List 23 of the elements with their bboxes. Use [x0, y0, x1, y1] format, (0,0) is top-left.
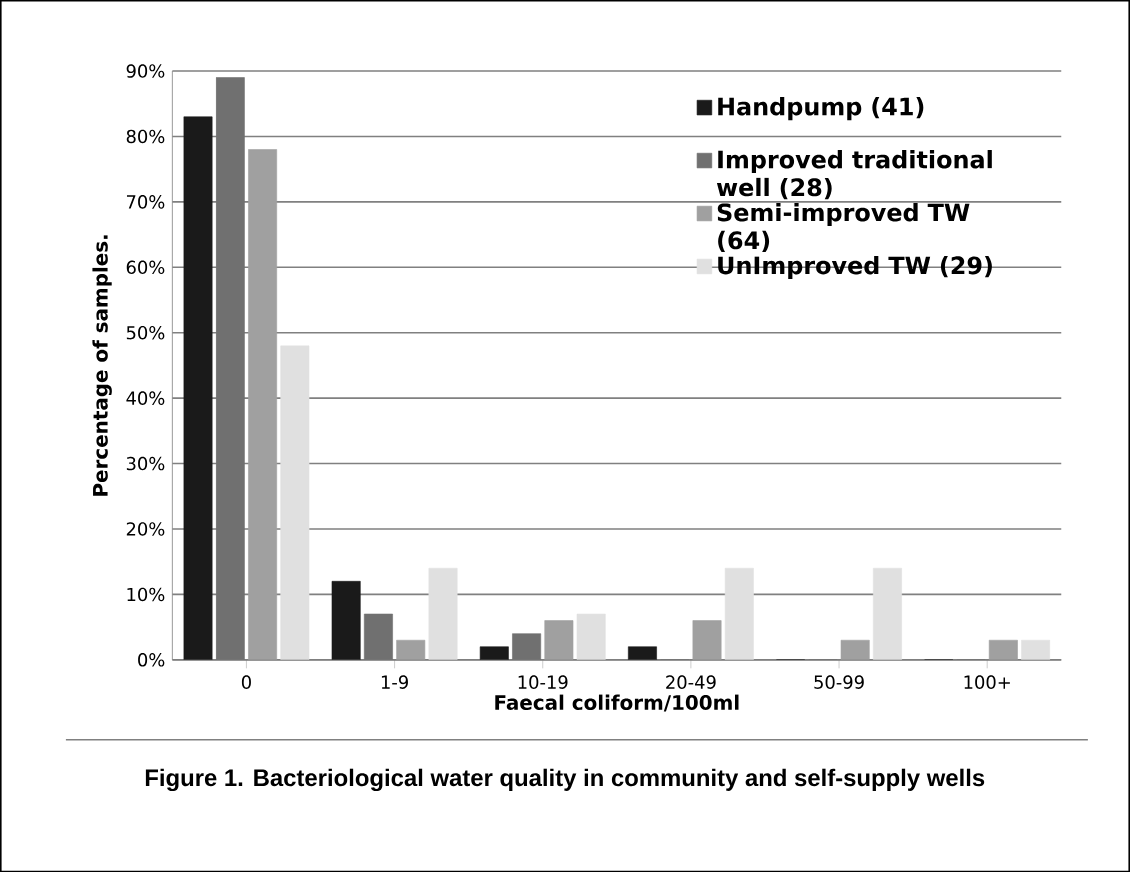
y-tick-label: 10% [127, 587, 165, 601]
y-tick-label: 20% [126, 522, 165, 536]
x-tick-label: 1-9 [381, 675, 408, 689]
x-tick-label: 20-49 [666, 675, 716, 689]
y-axis-title: Percentage of samples. [92, 235, 112, 496]
y-tick-label: 30% [126, 456, 165, 471]
y-tick-label: 90% [126, 64, 165, 78]
x-axis-title: Faecal coliform/100ml [495, 694, 739, 712]
legend-label: Semi-improved TW (64) [717, 202, 970, 252]
y-tick-label: 80% [126, 129, 165, 144]
caption: Figure 1. Bacteriological water quality in community and self-supply wells [145, 768, 985, 791]
y-tick-label: 40% [126, 391, 165, 405]
x-tick-label: 100+ [964, 675, 1010, 689]
y-tick-label: 50% [126, 325, 165, 340]
legend-label: Handpump (41) [718, 96, 924, 120]
legend-label: UnImproved TW (29) [718, 255, 992, 279]
x-tick-label: 0 [241, 675, 251, 689]
y-tick-label: 0% [138, 652, 165, 667]
legend-label: Improved traditional well (28) [716, 149, 992, 199]
y-tick-label: 60% [126, 260, 165, 274]
x-tick-label: 10-19 [518, 675, 568, 689]
y-tick-label: 70% [126, 194, 165, 209]
x-tick-label: 50-99 [814, 675, 864, 689]
